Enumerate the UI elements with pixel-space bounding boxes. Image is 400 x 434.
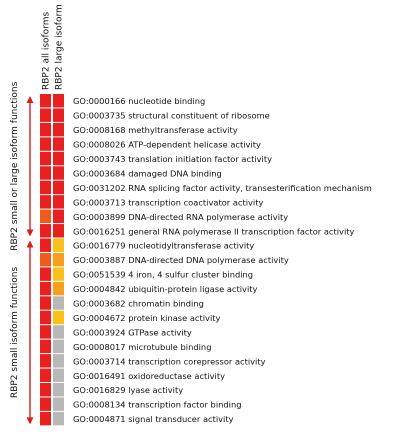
heatmap-cell bbox=[53, 397, 64, 411]
go-term-label: GO:0003713 transcription coactivator act… bbox=[73, 197, 263, 207]
heatmap-cell bbox=[40, 238, 51, 252]
go-term-label: GO:0000166 nucleotide binding bbox=[73, 96, 205, 106]
heatmap-cell bbox=[53, 339, 64, 354]
heatmap-cell bbox=[40, 354, 51, 368]
go-term-label: GO:0051539 4 iron, 4 sulfur cluster bind… bbox=[73, 270, 253, 280]
heatmap-cell bbox=[40, 151, 51, 166]
heatmap-cell bbox=[40, 267, 51, 281]
heatmap-cell bbox=[53, 296, 64, 310]
heatmap-cell bbox=[40, 209, 51, 224]
heatmap-cell bbox=[53, 180, 64, 195]
upper-range-arrow bbox=[26, 96, 34, 237]
heatmap-cell bbox=[40, 397, 51, 411]
go-term-label: GO:0003684 damaged DNA binding bbox=[73, 168, 222, 178]
heatmap-cell bbox=[40, 383, 51, 397]
heatmap-cell bbox=[40, 224, 51, 238]
heatmap-cell bbox=[53, 166, 64, 180]
go-term-label: GO:0008026 ATP-dependent helicase activi… bbox=[73, 140, 261, 150]
heatmap-cell bbox=[53, 151, 64, 166]
upper-side-label: RBP2 small or large isoform functions bbox=[10, 81, 20, 250]
go-term-label: GO:0003887 DNA-directed DNA polymerase a… bbox=[73, 255, 289, 265]
go-term-label: GO:0008017 microtubule binding bbox=[73, 342, 211, 352]
go-term-label: GO:0003743 translation initiation factor… bbox=[73, 154, 272, 164]
go-term-label: GO:0004871 signal transducer activity bbox=[73, 414, 234, 424]
go-term-label: GO:0031202 RNA splicing factor activity,… bbox=[73, 183, 372, 193]
go-term-label: GO:0008134 transcription factor binding bbox=[73, 400, 241, 410]
heatmap-cell bbox=[40, 108, 51, 122]
heatmap-cell bbox=[53, 325, 64, 339]
heatmap-cell bbox=[40, 310, 51, 325]
go-term-label: GO:0003924 GTPase activity bbox=[73, 327, 192, 337]
column-header-1: RBP2 all isoforms bbox=[42, 12, 52, 90]
heatmap-cell bbox=[40, 137, 51, 151]
go-term-label: GO:0016829 lyase activity bbox=[73, 385, 183, 395]
heatmap-cell bbox=[40, 180, 51, 195]
heatmap-cell bbox=[53, 252, 64, 267]
go-term-label: GO:0003682 chromatin binding bbox=[73, 299, 204, 309]
heatmap-cell bbox=[40, 296, 51, 310]
heatmap-cell bbox=[53, 238, 64, 252]
heatmap-cell bbox=[53, 383, 64, 397]
go-term-label: GO:0008168 methyltransferase activity bbox=[73, 125, 238, 135]
heatmap-cell bbox=[53, 94, 64, 108]
heatmap-cell bbox=[53, 411, 64, 426]
heatmap-cell bbox=[53, 209, 64, 224]
heatmap-cell bbox=[53, 108, 64, 122]
heatmap-cell bbox=[40, 325, 51, 339]
lower-range-arrow bbox=[26, 240, 34, 425]
go-term-label: GO:0004842 ubiquitin-protein ligase acti… bbox=[73, 284, 257, 294]
heatmap-cell bbox=[53, 281, 64, 296]
heatmap-cell bbox=[53, 354, 64, 368]
heatmap-cell bbox=[40, 368, 51, 382]
heatmap-cell bbox=[40, 122, 51, 137]
column-header-2: RBP2 large isoform bbox=[55, 4, 65, 90]
go-term-label: GO:0016251 general RNA polymerase II tra… bbox=[73, 226, 355, 236]
go-term-label: GO:0016779 nucleotidyltransferase activi… bbox=[73, 241, 254, 251]
heatmap-cell bbox=[40, 281, 51, 296]
heatmap-cell bbox=[53, 267, 64, 281]
go-term-label: GO:0004672 protein kinase activity bbox=[73, 313, 221, 323]
lower-side-label: RBP2 small isoform functions bbox=[10, 266, 20, 398]
heatmap-cell bbox=[53, 122, 64, 137]
heatmap-cell bbox=[53, 224, 64, 238]
heatmap-cell bbox=[40, 94, 51, 108]
heatmap-cell bbox=[40, 252, 51, 267]
go-term-label: GO:0003899 DNA-directed RNA polymerase a… bbox=[73, 212, 288, 222]
heatmap-cell bbox=[40, 411, 51, 426]
heatmap-cell bbox=[53, 195, 64, 209]
heatmap-cell bbox=[40, 339, 51, 354]
heatmap-cell bbox=[40, 195, 51, 209]
heatmap-cell bbox=[40, 166, 51, 180]
go-term-label: GO:0003735 structural constituent of rib… bbox=[73, 111, 270, 121]
go-term-label: GO:0016491 oxidoreductase activity bbox=[73, 371, 225, 381]
go-term-label: GO:0003714 transcription corepressor act… bbox=[73, 356, 266, 366]
heatmap-cell bbox=[53, 368, 64, 382]
heatmap-cell bbox=[53, 310, 64, 325]
heatmap-cell bbox=[53, 137, 64, 151]
